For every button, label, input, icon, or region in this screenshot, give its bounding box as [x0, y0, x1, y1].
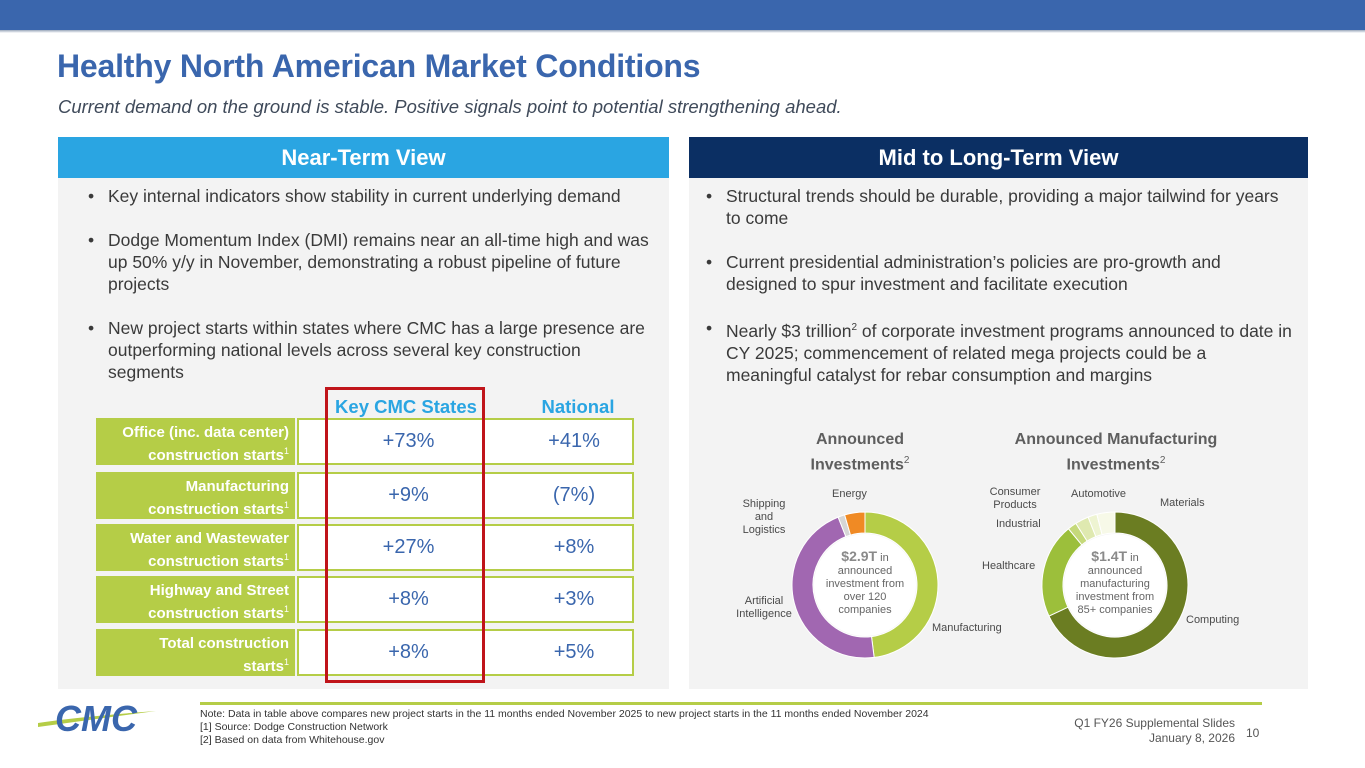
cmc-logo: CMC	[38, 698, 156, 739]
donut-manufacturing	[1041, 511, 1189, 659]
row-label: Highway and Street construction starts1	[96, 576, 295, 623]
slice-computing	[1048, 511, 1189, 659]
long-term-heading: Mid to Long-Term View	[689, 137, 1308, 178]
label-automotive: Automotive	[1071, 488, 1127, 500]
slice-energy	[844, 511, 866, 536]
near-term-heading: Near-Term View	[58, 137, 669, 178]
key-states-value: +27%	[382, 536, 435, 558]
footer-divider	[200, 702, 1262, 705]
label-industrial: Industrial	[996, 518, 1041, 530]
col-header-national: National	[541, 396, 615, 417]
row-value-box	[297, 576, 634, 623]
key-states-highlight	[325, 387, 485, 683]
donut-hole	[814, 534, 916, 636]
table-row: Office (inc. data center) construction st…	[96, 418, 634, 465]
table-row: Water and Wastewater construction starts1…	[96, 524, 634, 571]
footnotes: Note: Data in table above compares new p…	[200, 708, 929, 746]
chart-title-manufacturing: Announced Manufacturing Investments2	[1014, 431, 1218, 474]
label-manufacturing: Manufacturing	[932, 622, 1002, 634]
row-label: Office (inc. data center) construction st…	[96, 418, 295, 465]
label-computing: Computing	[1186, 614, 1240, 626]
table-row: Manufacturing construction starts1 +9% (7…	[96, 472, 634, 519]
label-materials: Materials	[1160, 497, 1205, 509]
bullet-item: • Key internal indicators show stability …	[88, 186, 621, 206]
key-states-value: +73%	[382, 430, 435, 452]
table-row: Total construction starts1 +8% +5%	[96, 629, 634, 676]
donut-investments	[791, 511, 939, 659]
national-value: +41%	[548, 430, 600, 452]
bullet-item: • Structural trends should be durable, pr…	[706, 186, 1279, 228]
chart-title-investments: Announced Investments2	[810, 431, 910, 474]
svg-text:CMC: CMC	[55, 698, 138, 739]
row-label: Total construction starts1	[96, 629, 295, 676]
page-title: Healthy North American Market Conditions	[57, 48, 701, 84]
label-consumer-products: Consumer Products	[989, 486, 1041, 511]
label-energy: Energy	[832, 488, 867, 500]
row-value-box	[297, 418, 634, 465]
label-ai: Artificial Intelligence	[736, 595, 792, 620]
key-states-value: +8%	[388, 588, 429, 610]
donut2-center-text: $1.4T in announced manufacturing investmen…	[1075, 548, 1155, 616]
page-number: 10	[1246, 726, 1260, 740]
donut1-center-text: $2.9T in announced investment from over 12…	[825, 548, 905, 616]
national-value: +5%	[553, 641, 595, 663]
col-header-key-states: Key CMC States	[335, 396, 477, 417]
national-value: +8%	[553, 536, 595, 558]
label-shipping: Shipping and Logistics	[742, 498, 786, 536]
banner-shadow	[0, 30, 1365, 33]
table-row: Highway and Street construction starts1 +…	[96, 576, 634, 623]
bullet-item: • Dodge Momentum Index (DMI) remains near…	[88, 230, 649, 294]
top-banner	[0, 0, 1365, 30]
bullet-item: • Current presidential administration’s p…	[706, 252, 1221, 294]
page-subtitle: Current demand on the ground is stable. …	[58, 96, 842, 117]
bullet-item: • Nearly $3 trillion2 of corporate invest…	[706, 318, 1292, 385]
slice-materials	[1096, 511, 1116, 536]
key-states-value: +8%	[388, 641, 429, 663]
long-term-panel: Mid to Long-Term View • Structural trends…	[689, 137, 1308, 689]
row-value-box	[297, 524, 634, 571]
label-healthcare: Healthcare	[982, 560, 1036, 572]
row-label: Manufacturing construction starts1	[96, 472, 295, 519]
row-value-box	[297, 629, 634, 676]
row-label: Water and Wastewater construction starts1	[96, 524, 295, 571]
national-value: (7%)	[552, 484, 596, 506]
bullet-item: • New project starts within states where …	[88, 318, 645, 382]
deck-info: Q1 FY26 Supplemental Slides January 8, 2…	[1074, 716, 1235, 745]
key-states-value: +9%	[388, 484, 429, 506]
national-value: +3%	[553, 588, 595, 610]
row-value-box	[297, 472, 634, 519]
near-term-bullets: • Key internal indicators show stability …	[88, 185, 658, 405]
long-term-bullets: • Structural trends should be durable, pr…	[706, 185, 1296, 408]
donut-hole	[1064, 534, 1166, 636]
